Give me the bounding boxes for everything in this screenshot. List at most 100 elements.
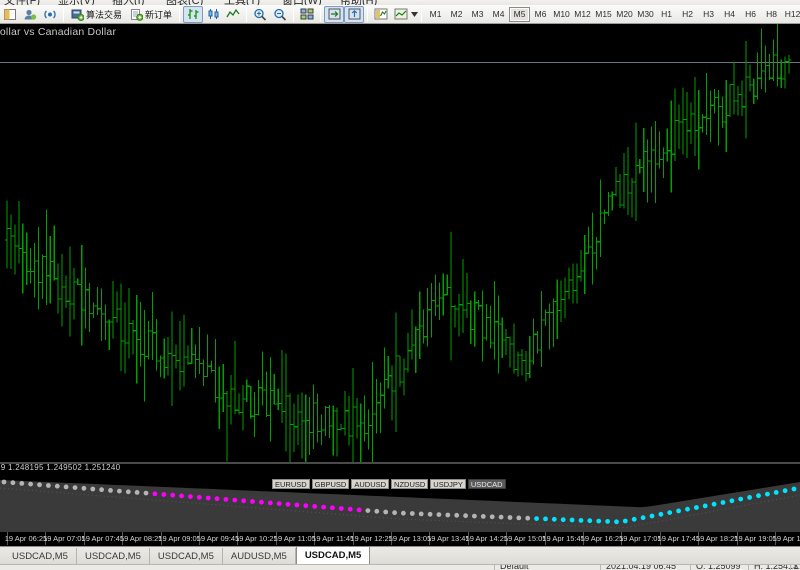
timeframe-h6[interactable]: H6 bbox=[745, 9, 756, 19]
timeframe-h4[interactable]: H4 bbox=[724, 9, 735, 19]
timeframe-m1[interactable]: M1 bbox=[429, 9, 442, 19]
time-tick-sep bbox=[429, 532, 431, 545]
chart-tab-4[interactable]: USDCAD,M5 bbox=[295, 546, 371, 564]
status-datetime: 2021.04.19 06:45 bbox=[606, 564, 677, 570]
symbol-chip-eurusd[interactable]: EURUSD bbox=[272, 479, 310, 489]
new-order-icon bbox=[131, 8, 144, 21]
timeframe-m15[interactable]: M15 bbox=[595, 9, 612, 19]
time-tick-sep bbox=[275, 532, 277, 545]
indicators-icon[interactable] bbox=[371, 6, 391, 23]
algo-trading-label: 算法交易 bbox=[86, 9, 123, 20]
chart-shift-icon[interactable] bbox=[344, 5, 365, 23]
menu-item-3[interactable]: 图表(C) bbox=[166, 0, 203, 5]
zoom-in-icon[interactable] bbox=[250, 6, 270, 23]
time-tick-label: 19 Apr 19:05 bbox=[734, 534, 777, 543]
timeframe-m5[interactable]: M5 bbox=[509, 6, 531, 22]
time-tick-sep bbox=[7, 532, 8, 545]
market-watch-icon[interactable] bbox=[40, 6, 60, 23]
status-profile: Default bbox=[500, 564, 529, 570]
templates-icon[interactable] bbox=[391, 6, 411, 23]
auto-scroll-icon[interactable] bbox=[324, 5, 345, 23]
timeframe-m3[interactable]: M3 bbox=[471, 9, 484, 19]
horizontal-price-line bbox=[0, 62, 800, 63]
line-chart-icon[interactable] bbox=[223, 6, 243, 23]
time-tick-sep bbox=[621, 532, 623, 545]
menu-item-5[interactable]: 窗口(W) bbox=[282, 0, 322, 5]
chart-tab-3[interactable]: AUDUSD,M5 bbox=[223, 548, 296, 564]
time-tick-label: 19 Apr 10:25 bbox=[235, 534, 278, 543]
timeframe-m2[interactable]: M2 bbox=[450, 9, 463, 19]
menu-item-6[interactable]: 帮助(H) bbox=[340, 0, 377, 5]
time-tick-label: 19 Apr 07:45 bbox=[81, 534, 125, 543]
profiles-icon[interactable] bbox=[20, 6, 40, 23]
symbol-chip-gbpusd[interactable]: GBPUSD bbox=[311, 479, 350, 489]
menu-item-2[interactable]: 插入(I) bbox=[112, 0, 144, 5]
time-tick-sep bbox=[775, 532, 776, 545]
timeframe-m6[interactable]: M6 bbox=[534, 9, 547, 19]
time-tick-sep bbox=[199, 532, 200, 545]
candlestick-chart-icon[interactable] bbox=[203, 6, 223, 23]
timeframe-h8[interactable]: H8 bbox=[766, 9, 777, 19]
menu-item-4[interactable]: 工具(T) bbox=[224, 0, 260, 5]
time-tick-sep bbox=[583, 532, 584, 545]
toolbar-separator bbox=[246, 6, 248, 22]
timeframe-h2[interactable]: H2 bbox=[682, 9, 693, 19]
time-tick-sep bbox=[314, 532, 316, 545]
time-tick-label: 19 Apr 13:45 bbox=[427, 534, 470, 543]
timeframe-m12[interactable]: M12 bbox=[574, 9, 591, 19]
zoom-out-icon[interactable] bbox=[270, 6, 290, 23]
time-tick-sep bbox=[544, 532, 546, 545]
time-tick-label: 19 Apr 12:25 bbox=[350, 534, 393, 543]
algo-trading-icon bbox=[71, 9, 84, 21]
time-tick-label: 19 Apr 11:45 bbox=[312, 534, 355, 543]
toolbar-separator bbox=[293, 6, 295, 22]
symbol-chip-usdjpy[interactable]: USDJPY bbox=[430, 479, 466, 489]
symbol-chip-audusd[interactable]: AUDUSD bbox=[351, 479, 390, 489]
symbol-chip-nzdusd[interactable]: NZDUSD bbox=[391, 479, 429, 489]
status-low: L: 1 bbox=[794, 564, 800, 570]
menu-item-0[interactable]: 文件(F) bbox=[4, 0, 40, 5]
symbol-chip-usdcad[interactable]: USDCAD bbox=[467, 479, 506, 489]
time-tick-label: 19 Apr 14:25 bbox=[465, 534, 509, 543]
time-tick-label: 19 Apr 19:45 bbox=[772, 534, 800, 543]
timeframe-h12[interactable]: H12 bbox=[784, 9, 800, 19]
chart-title: US Dollar vs Canadian Dollar bbox=[0, 26, 117, 38]
time-tick-label: 19 Apr 09:45 bbox=[196, 534, 240, 543]
time-tick-sep bbox=[736, 532, 738, 545]
time-tick-sep bbox=[659, 532, 661, 545]
chart-tab-1[interactable]: USDCAD,M5 bbox=[77, 548, 150, 564]
toolbar-separator bbox=[421, 6, 423, 22]
chevron-down-icon[interactable] bbox=[411, 6, 419, 23]
time-tick-label: 19 Apr 08:25 bbox=[119, 534, 163, 543]
time-tick-sep bbox=[45, 532, 47, 545]
menu-item-1[interactable]: 显示(V) bbox=[58, 0, 95, 5]
status-open: O: 1.25099 bbox=[696, 564, 741, 570]
time-tick-label: 19 Apr 17:05 bbox=[619, 534, 662, 543]
chart-tab-2[interactable]: USDCAD,M5 bbox=[150, 548, 223, 564]
toolbar-separator bbox=[179, 6, 181, 22]
timeframe-h3[interactable]: H3 bbox=[703, 9, 714, 19]
toolbar-separator bbox=[63, 6, 64, 22]
new-order-button[interactable]: 新订单 bbox=[126, 6, 176, 23]
timeframe-m20[interactable]: M20 bbox=[616, 9, 633, 19]
price-bars bbox=[4, 24, 792, 464]
toolbar-separator bbox=[320, 6, 322, 22]
algo-trading-button[interactable]: 算法交易 bbox=[67, 6, 126, 23]
time-tick-sep bbox=[83, 532, 85, 545]
chart-tab-0[interactable]: USDCAD,M5 bbox=[4, 548, 77, 564]
timeframe-m4[interactable]: M4 bbox=[492, 9, 505, 19]
chart-canvas[interactable]: US Dollar vs Canadian Dollar EURUSDGBPUS… bbox=[0, 24, 800, 546]
timeframe-m10[interactable]: M10 bbox=[553, 9, 570, 19]
new-chart-icon[interactable] bbox=[0, 6, 20, 23]
time-tick-label: 19 Apr 13:05 bbox=[388, 534, 432, 543]
status-bar: Default 2021.04.19 06:45 O: 1.25099 H: 1… bbox=[0, 564, 800, 570]
timeframe-m30[interactable]: M30 bbox=[637, 9, 654, 19]
indicator-separator bbox=[0, 462, 800, 464]
tile-windows-icon[interactable] bbox=[297, 6, 317, 23]
indicator-values: 99 1.248195 1.249502 1.251240 bbox=[0, 463, 121, 472]
bar-chart-icon[interactable] bbox=[183, 5, 204, 23]
time-axis: 19 Apr 06:25 19 Apr 07:05 19 Apr 07:45 19 A… bbox=[0, 532, 800, 546]
time-tick-sep bbox=[237, 532, 239, 545]
timeframe-h1[interactable]: H1 bbox=[661, 9, 672, 19]
